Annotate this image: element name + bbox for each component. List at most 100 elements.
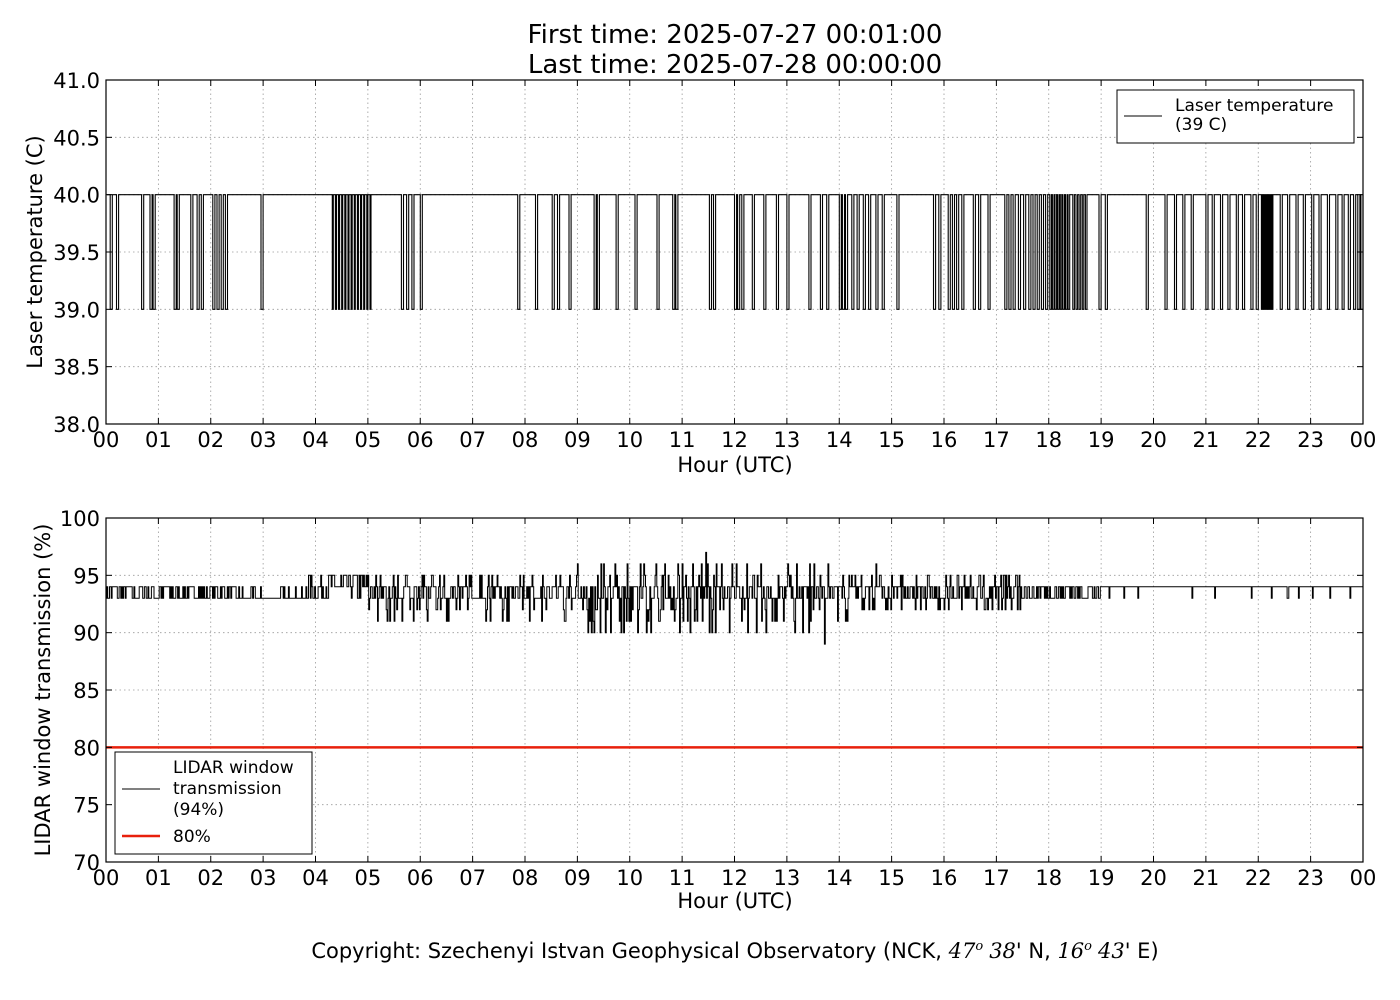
laser-temperature-x-ticks: 00 01 02 03 04 05 06 07 08 09 10 11 12 13 14 15 16 17 18 19… xyxy=(93,80,1377,452)
y-tick-label: 90 xyxy=(73,622,100,646)
latitude-minutes: 38 xyxy=(989,939,1016,963)
y-tick-label: 38.0 xyxy=(53,413,100,437)
x-tick-label: 05 xyxy=(355,866,382,890)
x-tick-label: 14 xyxy=(826,428,853,452)
latitude-degree-symbol: o xyxy=(975,939,983,954)
x-tick-label: 17 xyxy=(983,866,1010,890)
y-tick-label: 40.0 xyxy=(53,184,100,208)
longitude-degrees: 16 xyxy=(1057,939,1084,963)
x-tick-label: 23 xyxy=(1297,866,1324,890)
x-tick-label: 10 xyxy=(616,428,643,452)
threshold-legend-label: 80% xyxy=(173,827,211,847)
x-tick-label: 12 xyxy=(721,866,748,890)
x-tick-label: 12 xyxy=(721,428,748,452)
copyright-prefix: Copyright: Szechenyi Istvan Geophysical … xyxy=(311,939,948,963)
x-tick-label: 11 xyxy=(669,866,696,890)
x-tick-label: 07 xyxy=(459,428,486,452)
x-tick-label: 10 xyxy=(616,866,643,890)
longitude-degree-symbol: o xyxy=(1084,939,1092,954)
x-tick-label: 00 xyxy=(93,428,120,452)
x-tick-label: 09 xyxy=(564,428,591,452)
x-tick-label: 21 xyxy=(1193,866,1220,890)
laser-temperature-y-axis-label: Laser temperature (C) xyxy=(23,135,47,368)
x-tick-label: 16 xyxy=(931,428,958,452)
laser-temperature-legend-label-1: Laser temperature xyxy=(1175,96,1333,116)
lidar-transmission-legend-label-2: transmission xyxy=(173,779,282,799)
x-tick-label: 04 xyxy=(302,428,329,452)
x-tick-label: 09 xyxy=(564,866,591,890)
x-tick-label: 04 xyxy=(302,866,329,890)
lidar-transmission-x-ticks: 00 01 02 03 04 05 06 07 08 09 10 11 12 13 14 15 16 17 18 19… xyxy=(93,518,1377,890)
x-tick-label: 21 xyxy=(1193,428,1220,452)
x-tick-label: 22 xyxy=(1245,866,1272,890)
lidar-transmission-series xyxy=(106,551,1363,749)
lidar-transmission-x-axis-label: Hour (UTC) xyxy=(677,889,792,913)
x-tick-label: 20 xyxy=(1140,428,1167,452)
x-tick-label: 20 xyxy=(1140,866,1167,890)
x-tick-label: 23 xyxy=(1297,428,1324,452)
laser-temperature-series xyxy=(107,194,1364,310)
x-tick-label: 11 xyxy=(669,428,696,452)
y-tick-label: 40.5 xyxy=(53,126,100,150)
longitude-minutes: 43 xyxy=(1097,939,1125,963)
y-tick-label: 70 xyxy=(73,851,100,875)
x-tick-label: 18 xyxy=(1035,866,1062,890)
y-tick-label: 39.0 xyxy=(53,298,100,322)
x-tick-label: 16 xyxy=(931,866,958,890)
title-line-1: First time: 2025-07-27 00:01:00 xyxy=(528,20,943,50)
x-tick-label: 08 xyxy=(512,866,539,890)
x-tick-label: 00 xyxy=(1350,428,1377,452)
laser-temperature-panel: 38.038.539.039.540.040.541.0 00 01 02 03 04 0… xyxy=(23,69,1376,477)
x-tick-label: 00 xyxy=(93,866,120,890)
y-tick-label: 95 xyxy=(73,564,100,588)
x-tick-label: 06 xyxy=(407,866,434,890)
lidar-transmission-legend: LIDAR window transmission (94%) 80% xyxy=(114,751,313,855)
x-tick-label: 00 xyxy=(1350,866,1377,890)
x-tick-label: 01 xyxy=(145,866,172,890)
x-tick-label: 06 xyxy=(407,428,434,452)
lidar-transmission-y-axis-label: LIDAR window transmission (%) xyxy=(31,524,55,857)
title-line-2: Last time: 2025-07-28 00:00:00 xyxy=(528,50,942,80)
x-tick-label: 19 xyxy=(1088,428,1115,452)
x-tick-label: 15 xyxy=(878,428,905,452)
y-tick-label: 85 xyxy=(73,679,100,703)
x-tick-label: 17 xyxy=(983,428,1010,452)
laser-temperature-legend: Laser temperature (39 C) xyxy=(1116,89,1355,144)
x-tick-label: 03 xyxy=(250,428,277,452)
lidar-transmission-legend-label-1: LIDAR window xyxy=(173,758,294,778)
x-tick-label: 05 xyxy=(355,428,382,452)
x-tick-label: 19 xyxy=(1088,866,1115,890)
lidar-transmission-y-ticks: 70 75 80 85 90 95 100 xyxy=(60,507,1363,875)
latitude-degrees: 47 xyxy=(948,939,976,963)
laser-temperature-legend-label-2: (39 C) xyxy=(1175,115,1227,135)
x-tick-label: 03 xyxy=(250,866,277,890)
lidar-transmission-line xyxy=(106,551,1363,645)
x-tick-label: 22 xyxy=(1245,428,1272,452)
x-tick-label: 01 xyxy=(145,428,172,452)
y-tick-label: 100 xyxy=(60,507,100,531)
x-tick-label: 14 xyxy=(826,866,853,890)
laser-temperature-x-axis-label: Hour (UTC) xyxy=(677,453,792,477)
longitude-suffix: ' E) xyxy=(1125,939,1159,963)
laser-temperature-line xyxy=(107,194,1364,310)
x-tick-label: 13 xyxy=(774,866,801,890)
copyright-text: Copyright: Szechenyi Istvan Geophysical … xyxy=(311,939,1158,963)
y-tick-label: 39.5 xyxy=(53,241,100,265)
x-tick-label: 13 xyxy=(774,428,801,452)
lidar-transmission-legend-label-3: (94%) xyxy=(173,800,224,820)
y-tick-label: 80 xyxy=(73,736,100,760)
x-tick-label: 02 xyxy=(197,428,224,452)
latitude-suffix: ' N, xyxy=(1016,939,1058,963)
x-tick-label: 15 xyxy=(878,866,905,890)
x-tick-label: 08 xyxy=(512,428,539,452)
x-tick-label: 07 xyxy=(459,866,486,890)
laser-temperature-y-ticks: 38.0 38.5 39.0 39.5 40.0 40.5 41.0 xyxy=(53,69,1363,437)
y-tick-label: 38.5 xyxy=(53,356,100,380)
x-tick-label: 18 xyxy=(1035,428,1062,452)
lidar-transmission-panel: 70 75 80 85 90 95 100 00 01 02 03 04 05 06 07 08 09 10 11… xyxy=(31,507,1376,913)
y-tick-label: 75 xyxy=(73,794,100,818)
y-tick-label: 41.0 xyxy=(53,69,100,93)
lidar-transmission-grid xyxy=(106,518,1363,862)
x-tick-label: 02 xyxy=(197,866,224,890)
